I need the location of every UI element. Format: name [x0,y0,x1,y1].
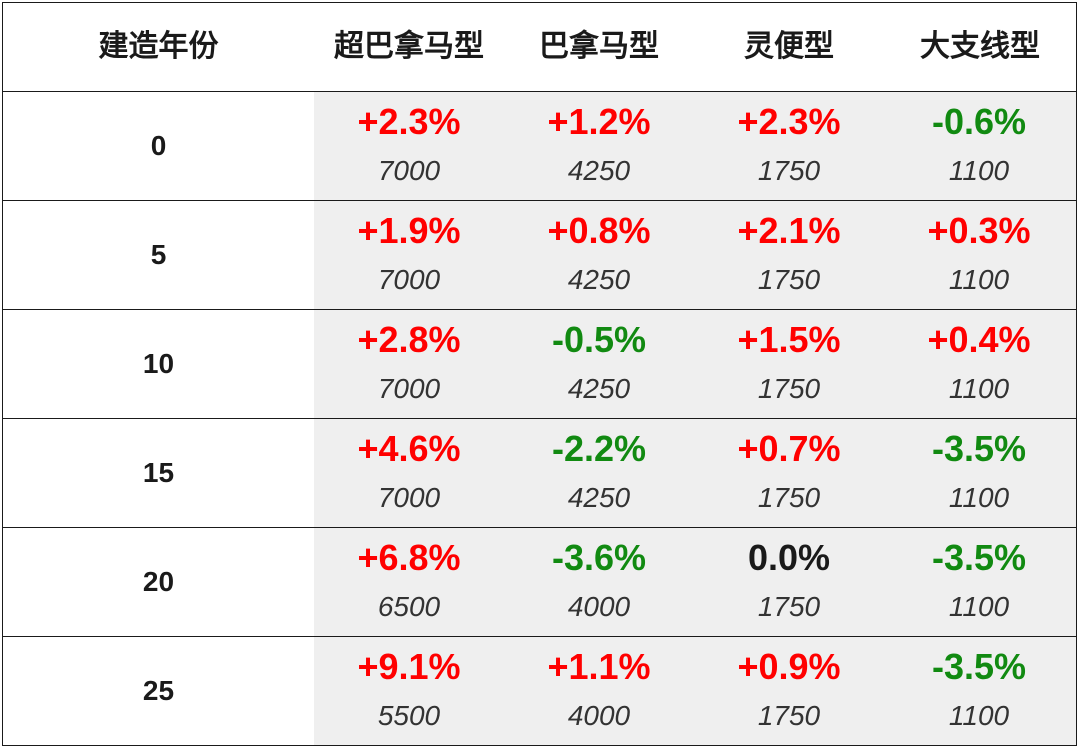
table-row: 25 +9.1% 5500 +1.1% 4000 +0.9% 1750 -3.5% 1100 [3,637,1076,745]
price-value: 1100 [948,264,1010,295]
price-value: 7000 [377,373,441,404]
price-value: 1100 [948,700,1010,731]
value-cell-large-feeder: -0.6% 1100 [884,92,1074,200]
percent-change: +0.4% [927,319,1031,360]
price-value: 4000 [567,591,631,622]
price-value: 5500 [377,700,441,731]
price-value: 4250 [567,373,631,404]
value-cell-super-panamax: +2.3% 7000 [314,92,504,200]
percent-change: +0.9% [737,646,841,687]
price-value: 1100 [948,591,1010,622]
value-cell-large-feeder: +0.4% 1100 [884,310,1074,418]
values-area: +6.8% 6500 -3.6% 4000 0.0% 1750 -3.5% 1100 [314,528,1076,636]
percent-change: +2.3% [737,101,841,142]
value-cell-panamax: +0.8% 4250 [504,201,694,309]
value-cell-panamax: -3.6% 4000 [504,528,694,636]
year-cell: 5 [3,201,314,309]
value-cell-large-feeder: -3.5% 1100 [884,528,1074,636]
percent-change: 0.0% [747,537,831,578]
value-cell-handy: +0.9% 1750 [694,637,884,745]
table-row: 5 +1.9% 7000 +0.8% 4250 +2.1% 1750 +0.3% 1100 [3,201,1076,310]
value-cell-large-feeder: -3.5% 1100 [884,419,1074,527]
values-area: +2.8% 7000 -0.5% 4250 +1.5% 1750 +0.4% 1100 [314,310,1076,418]
percent-change: -3.5% [931,428,1027,469]
value-cell-panamax: +1.1% 4000 [504,637,694,745]
values-area: +9.1% 5500 +1.1% 4000 +0.9% 1750 -3.5% 1100 [314,637,1076,745]
value-cell-super-panamax: +2.8% 7000 [314,310,504,418]
percent-change: +2.1% [737,210,841,251]
price-value: 7000 [377,264,441,295]
percent-change: +2.3% [357,101,461,142]
table-row: 0 +2.3% 7000 +1.2% 4250 +2.3% 1750 -0.6% 1100 [3,92,1076,201]
price-value: 4250 [567,155,631,186]
percent-change: -0.6% [931,101,1027,142]
header-super-panamax: 超巴拿马型 [334,29,484,64]
price-value: 1750 [757,591,821,622]
value-cell-super-panamax: +4.6% 7000 [314,419,504,527]
percent-change: +6.8% [357,537,461,578]
value-cell-handy: +2.1% 1750 [694,201,884,309]
year-cell: 10 [3,310,314,418]
value-cell-panamax: +1.2% 4250 [504,92,694,200]
year-cell: 20 [3,528,314,636]
percent-change: +9.1% [357,646,461,687]
header-large-feeder: 大支线型 [920,29,1040,64]
percent-change: +4.6% [357,428,461,469]
percent-change: +0.8% [547,210,651,251]
value-cell-panamax: -0.5% 4250 [504,310,694,418]
price-value: 6500 [377,591,441,622]
value-cell-large-feeder: +0.3% 1100 [884,201,1074,309]
values-area: +1.9% 7000 +0.8% 4250 +2.1% 1750 +0.3% 1100 [314,201,1076,309]
percent-change: +1.2% [547,101,651,142]
price-value: 1100 [948,482,1010,513]
year-cell: 15 [3,419,314,527]
price-value: 1750 [757,264,821,295]
price-value: 7000 [377,482,441,513]
header-build-year: 建造年份 [98,29,219,64]
percent-change: +1.5% [737,319,841,360]
price-value: 1100 [948,373,1010,404]
percent-change: +1.1% [547,646,651,687]
header-handy: 灵便型 [744,29,834,64]
year-cell: 25 [3,637,314,745]
price-value: 1750 [757,482,821,513]
header-panamax: 巴拿马型 [539,29,659,64]
year-cell: 0 [3,92,314,200]
price-value: 1100 [948,155,1010,186]
price-value: 1750 [757,700,821,731]
price-value: 7000 [377,155,441,186]
percent-change: +0.3% [927,210,1031,251]
value-cell-super-panamax: +6.8% 6500 [314,528,504,636]
percent-change: -3.6% [551,537,647,578]
percent-change: -2.2% [551,428,647,469]
value-cell-handy: +0.7% 1750 [694,419,884,527]
value-cell-handy: +2.3% 1750 [694,92,884,200]
values-area: +4.6% 7000 -2.2% 4250 +0.7% 1750 -3.5% 1100 [314,419,1076,527]
value-cell-large-feeder: -3.5% 1100 [884,637,1074,745]
price-value: 4000 [567,700,631,731]
values-area: +2.3% 7000 +1.2% 4250 +2.3% 1750 -0.6% 1100 [314,92,1076,200]
price-value: 1750 [757,155,821,186]
table-row: 20 +6.8% 6500 -3.6% 4000 0.0% 1750 -3.5% 1100 [3,528,1076,637]
percent-change: -0.5% [551,319,647,360]
table-row: 15 +4.6% 7000 -2.2% 4250 +0.7% 1750 -3.5% 1100 [3,419,1076,528]
value-cell-handy: +1.5% 1750 [694,310,884,418]
percent-change: +2.8% [357,319,461,360]
price-value: 4250 [567,264,631,295]
percent-change: +1.9% [357,210,461,251]
table-header-row: 建造年份 超巴拿马型 巴拿马型 灵便型 大支线型 [3,3,1076,92]
price-value: 1750 [757,373,821,404]
value-cell-super-panamax: +1.9% 7000 [314,201,504,309]
value-cell-handy: 0.0% 1750 [694,528,884,636]
price-value: 4250 [567,482,631,513]
percent-change: -3.5% [931,646,1027,687]
percent-change: +0.7% [737,428,841,469]
percent-change: -3.5% [931,537,1027,578]
value-cell-super-panamax: +9.1% 5500 [314,637,504,745]
table-row: 10 +2.8% 7000 -0.5% 4250 +1.5% 1750 +0.4% 1100 [3,310,1076,419]
value-cell-panamax: -2.2% 4250 [504,419,694,527]
